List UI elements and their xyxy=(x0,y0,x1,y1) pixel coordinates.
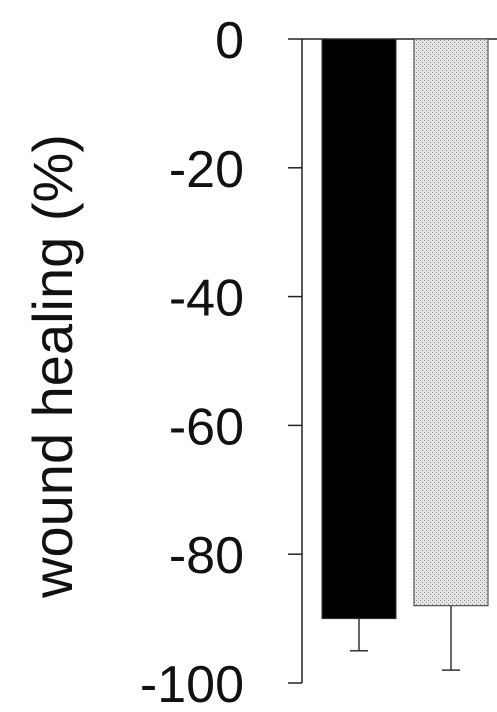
bars xyxy=(321,38,489,671)
y-tick-label: -20 xyxy=(169,141,244,199)
y-tick-label: 0 xyxy=(215,12,244,70)
y-tick-label: -40 xyxy=(169,270,244,328)
bar-1 xyxy=(321,38,397,620)
bar-2 xyxy=(413,38,489,607)
y-axis: 0 -20 -40 -60 -80 -100 xyxy=(140,12,497,712)
y-tick-label: -80 xyxy=(169,527,244,585)
y-tick-label: -100 xyxy=(140,656,244,712)
y-tick-label: -60 xyxy=(169,398,244,456)
y-axis-title: wound healing (%) xyxy=(21,134,84,599)
